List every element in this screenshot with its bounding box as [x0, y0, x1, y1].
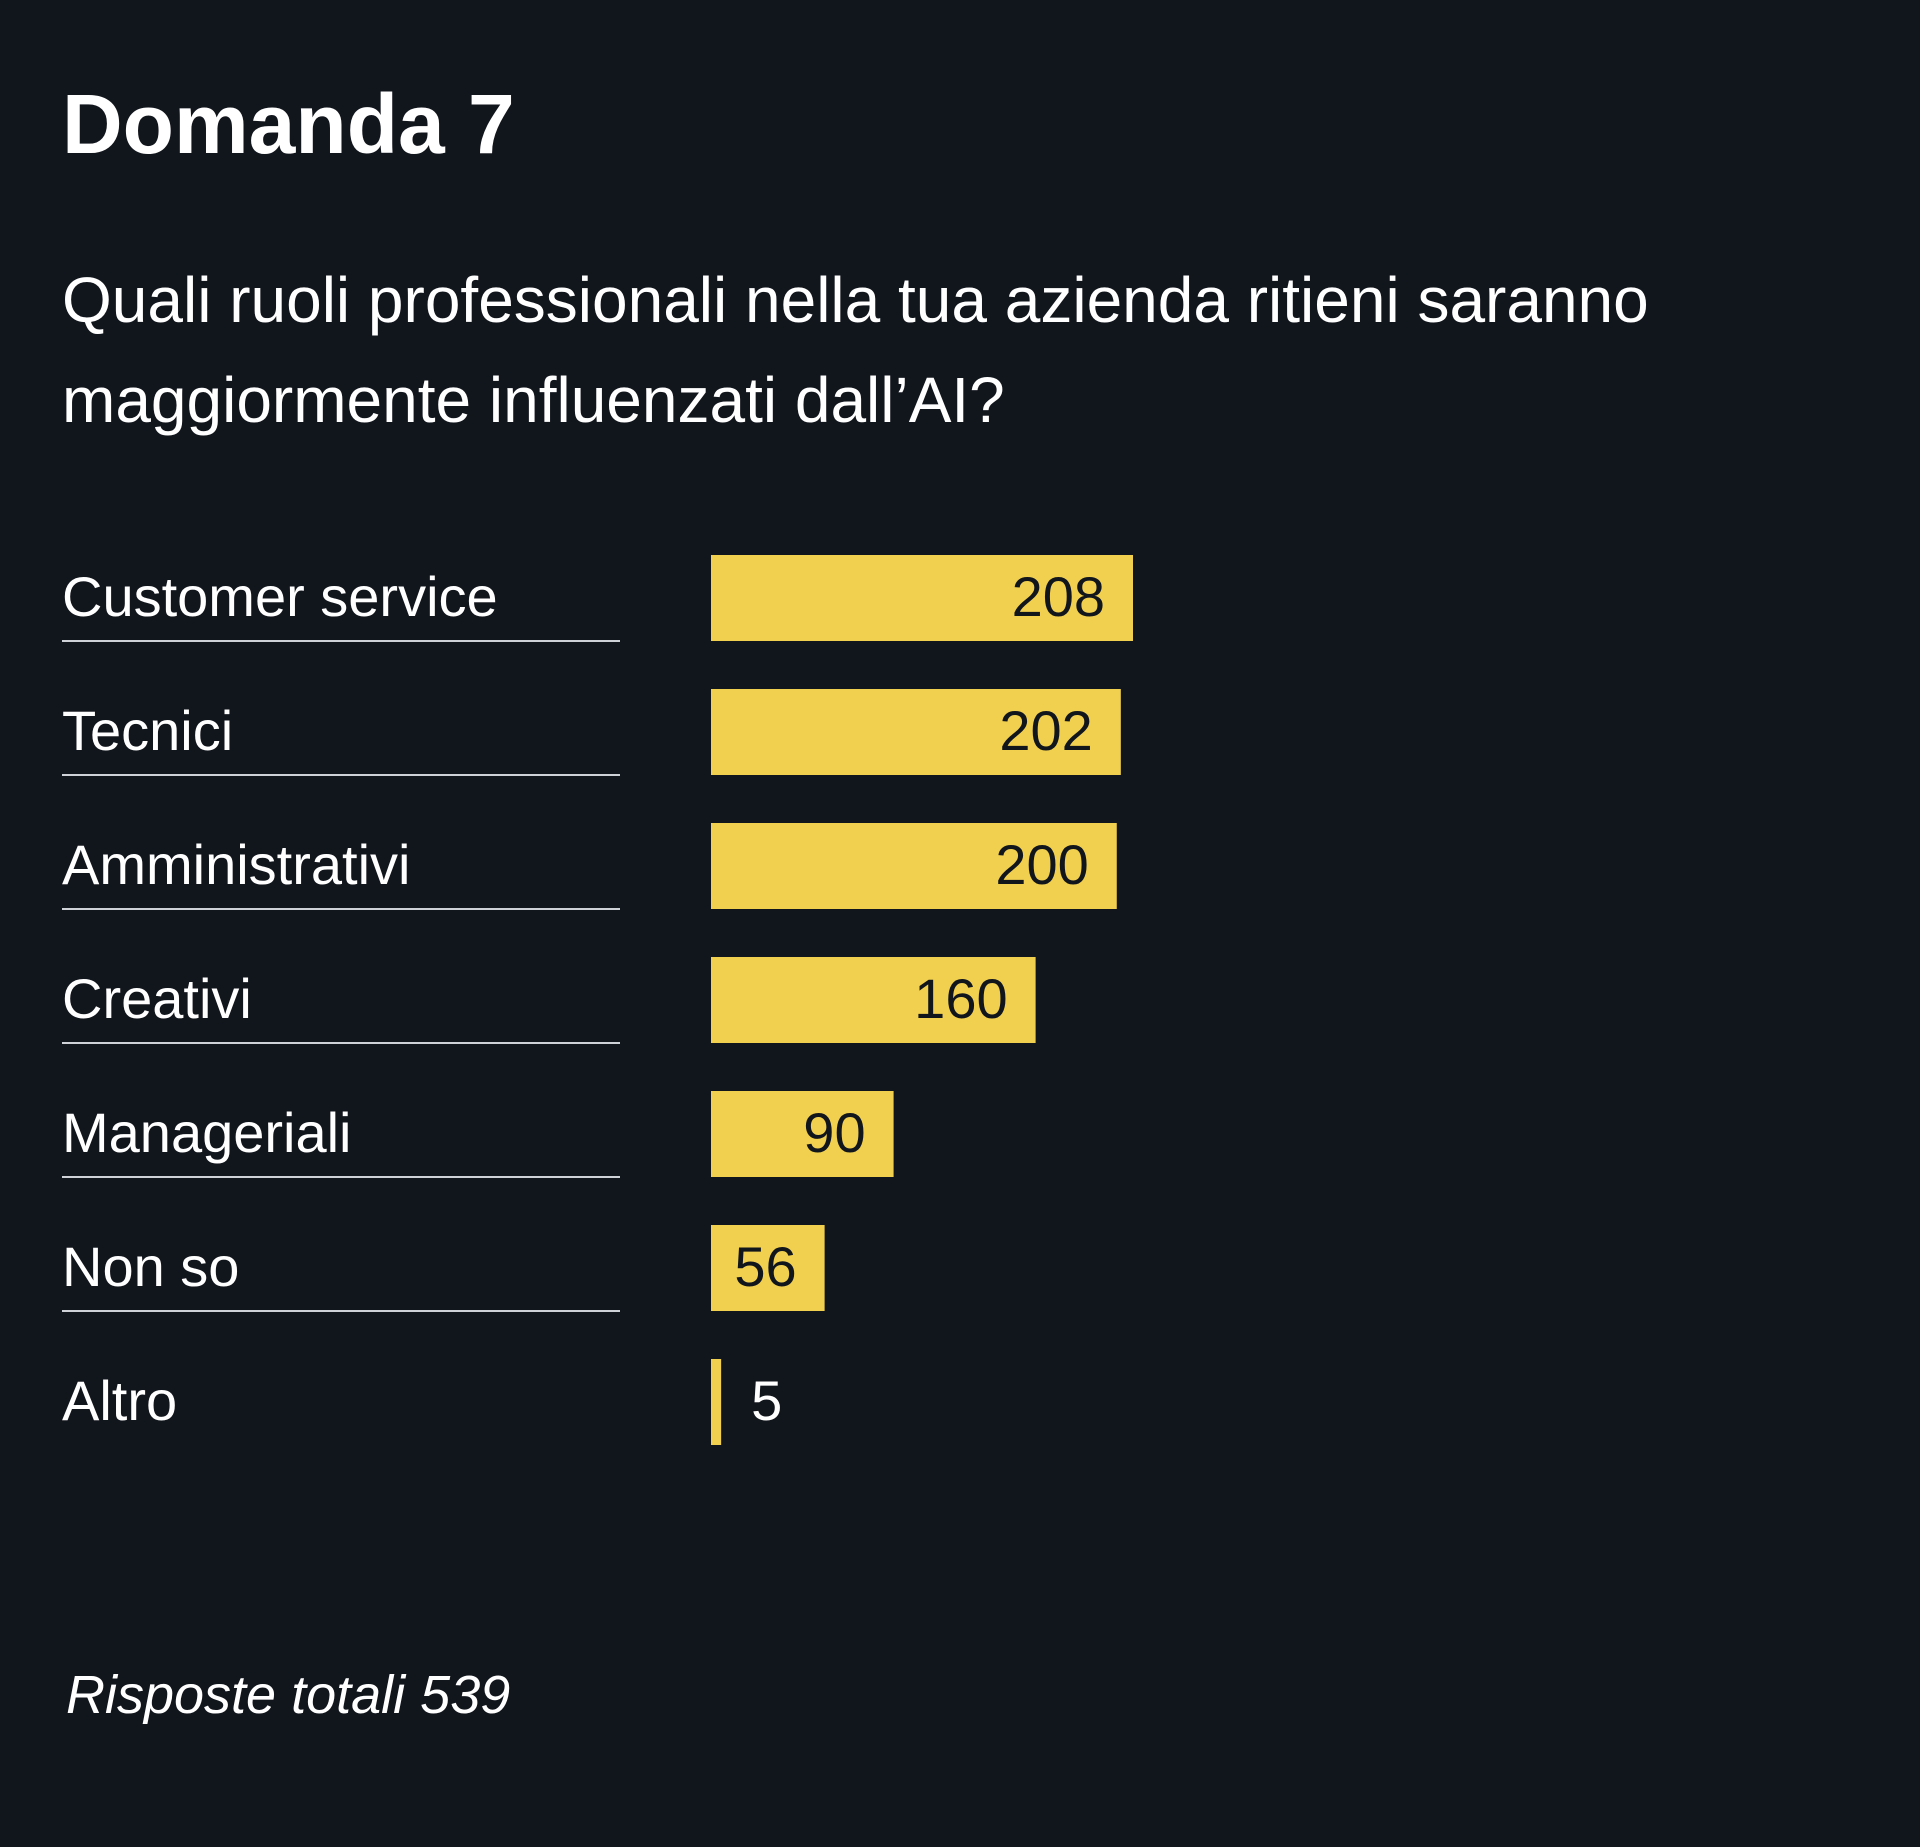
bar-chart: Customer service 208 Tecnici 202 Amministrat…: [62, 555, 1133, 1445]
value-label: 5: [751, 1369, 782, 1432]
value-label: 208: [1012, 565, 1105, 628]
question-text: Quali ruoli professionali nella tua azie…: [62, 264, 1649, 436]
bar: [711, 957, 1036, 1043]
bar: [711, 1359, 722, 1445]
value-label: 200: [995, 833, 1088, 896]
bar: [711, 555, 1133, 641]
value-label: 160: [914, 967, 1007, 1030]
category-label: Altro: [62, 1369, 177, 1432]
category-label: Non so: [62, 1235, 239, 1298]
value-label: 56: [734, 1235, 796, 1298]
total-responses-note: Risposte totali 539: [66, 1665, 511, 1725]
category-label: Customer service: [62, 565, 498, 628]
value-label: 90: [803, 1101, 865, 1164]
value-label: 202: [999, 699, 1092, 762]
category-label: Amministrativi: [62, 833, 410, 896]
page-title: Domanda 7: [62, 77, 515, 171]
category-label: Manageriali: [62, 1101, 352, 1164]
bar: [711, 1225, 825, 1311]
bar: [711, 689, 1121, 775]
bar: [711, 823, 1117, 909]
bar: [711, 1091, 894, 1177]
category-label: Tecnici: [62, 699, 233, 762]
category-label: Creativi: [62, 967, 252, 1030]
